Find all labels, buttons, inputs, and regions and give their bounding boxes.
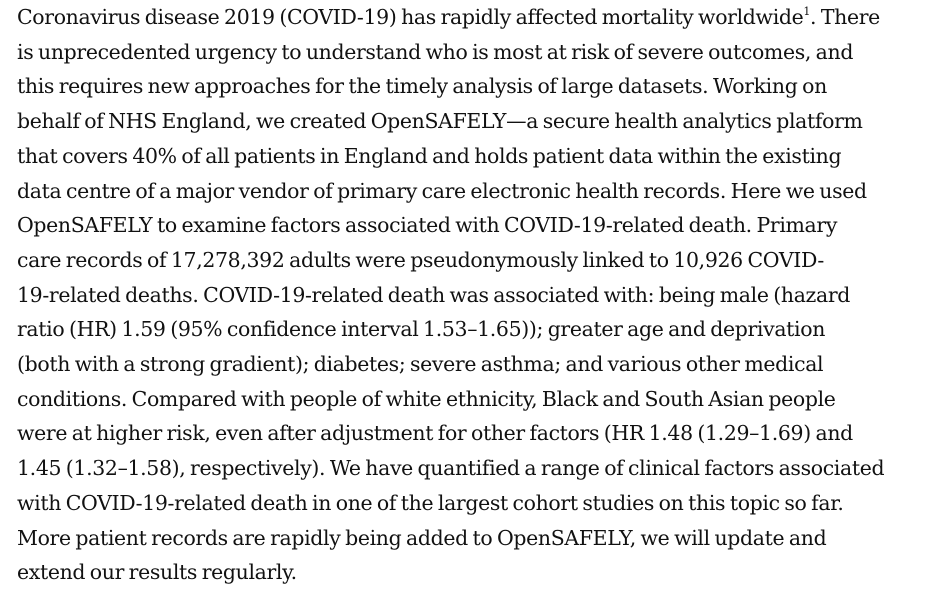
abstract-line-16: More patient records are rapidly being a… — [17, 525, 827, 550]
abstract-line-9: 19-related deaths. COVID-19-related deat… — [17, 282, 850, 307]
abstract-line-6: data centre of a major vendor of primary… — [17, 178, 867, 203]
abstract-text: Coronavirus disease 2019 (COVID-19) has … — [17, 0, 940, 590]
abstract-line-13: were at higher risk, even after adjustme… — [17, 421, 853, 446]
abstract-line-12: conditions. Compared with people of whit… — [17, 386, 836, 411]
abstract-line-5: that covers 40% of all patients in Engla… — [17, 143, 842, 168]
abstract-line-8: care records of 17,278,392 adults were p… — [17, 247, 825, 272]
abstract-line-1: Coronavirus disease 2019 (COVID-19) has … — [17, 0, 938, 35]
abstract-line-1-tail: . There — [810, 5, 880, 29]
abstract-line-11: (both with a strong gradient); diabetes;… — [17, 352, 824, 377]
abstract-line-3: this requires new approaches for the tim… — [17, 74, 827, 99]
abstract-line-15: with COVID-19-related death in one of th… — [17, 490, 844, 515]
citation-superscript: 1 — [803, 5, 811, 18]
abstract-line-7: OpenSAFELY to examine factors associated… — [17, 213, 838, 238]
abstract-line-10: ratio (HR) 1.59 (95% confidence interval… — [17, 317, 826, 342]
abstract-line-1-text: Coronavirus disease 2019 (COVID-19) has … — [17, 5, 804, 29]
abstract-line-2: is unprecedented urgency to understand w… — [17, 39, 854, 64]
abstract-line-4: behalf of NHS England, we created OpenSA… — [17, 109, 863, 134]
abstract-line-17: extend our results regularly. — [17, 560, 297, 585]
abstract-line-14: 1.45 (1.32–1.58), respectively). We have… — [17, 456, 885, 481]
